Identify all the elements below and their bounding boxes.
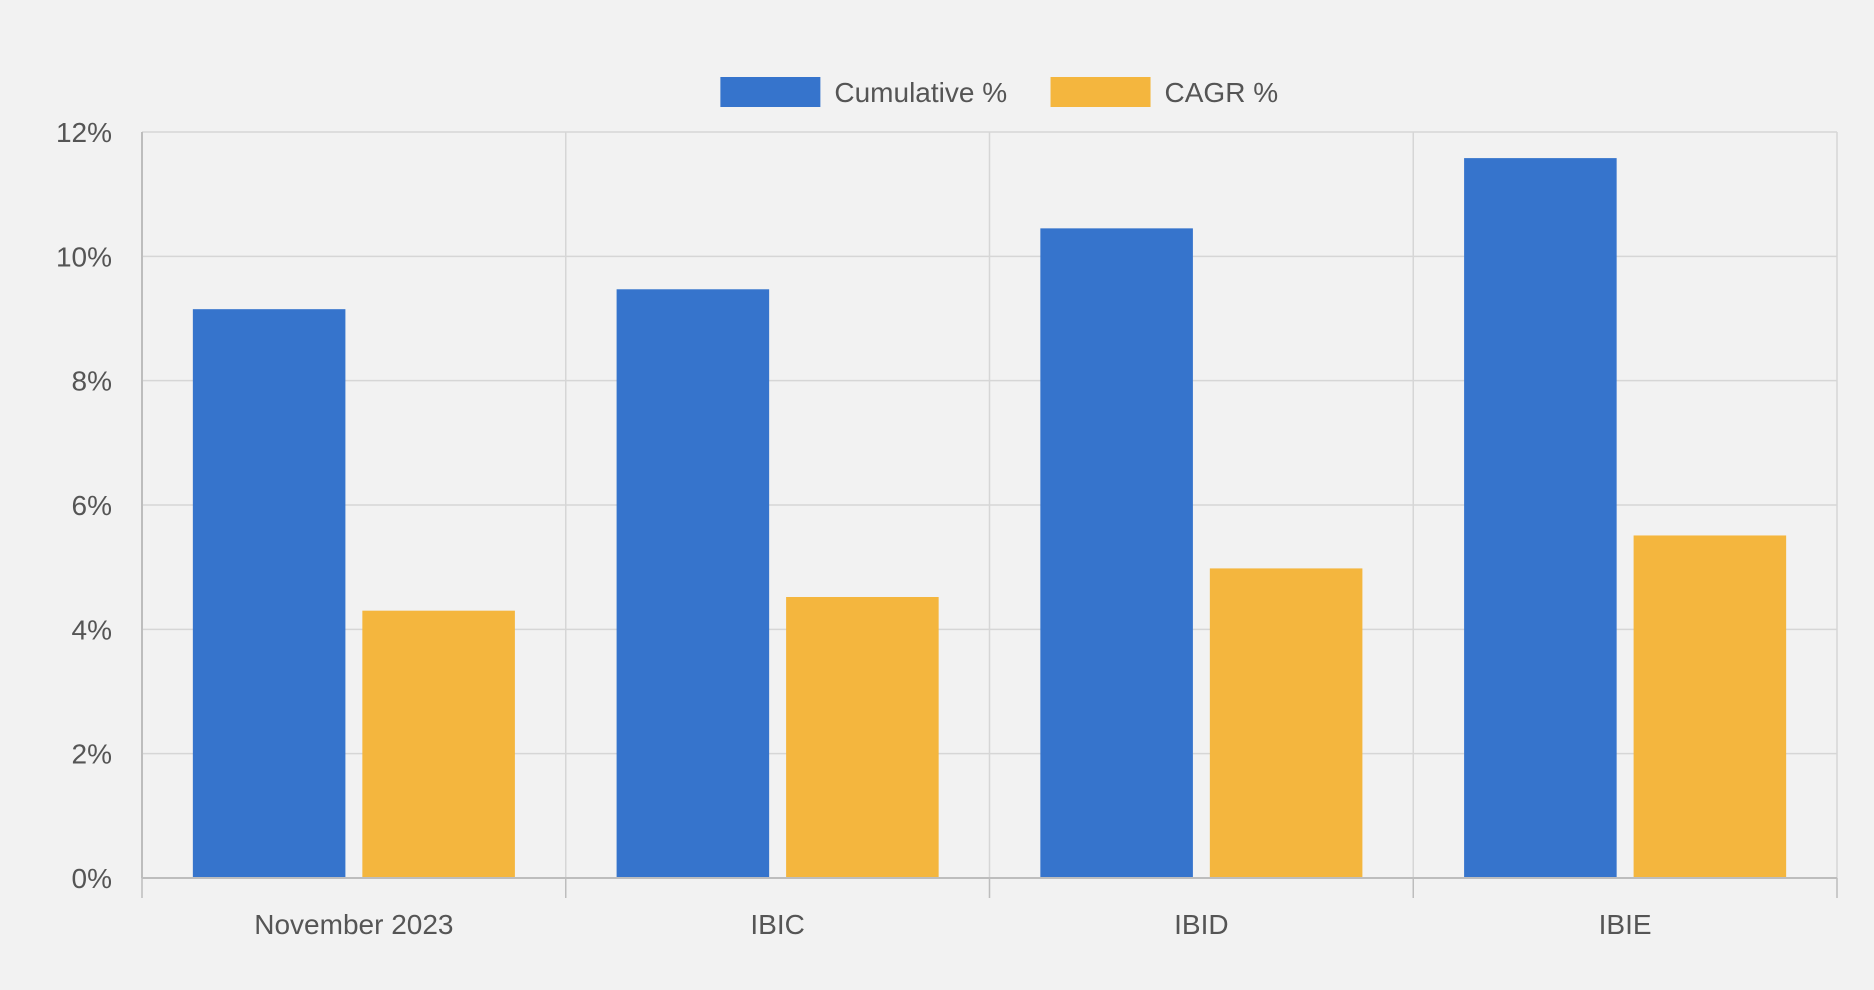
y-tick-label: 12% — [56, 117, 112, 148]
axes: 0% 2% 4% 6% 8% 10% 12% November 2023 IBIC IBID IBI… — [56, 117, 1838, 940]
x-tick-label: IBIE — [1599, 909, 1652, 940]
legend-label: CAGR % — [1165, 77, 1279, 108]
bar-cumulative[interactable] — [1464, 158, 1617, 879]
y-tick-label: 8% — [72, 366, 112, 397]
bar-cagr[interactable] — [1633, 535, 1787, 878]
legend-label: Cumulative % — [834, 77, 1007, 108]
y-tick-label: 0% — [72, 863, 112, 894]
y-tick-label: 6% — [72, 490, 112, 521]
bar-cagr[interactable] — [362, 610, 515, 878]
y-tick-label: 10% — [56, 241, 112, 272]
y-tick-label: 4% — [72, 614, 112, 645]
x-tick-label: November 2023 — [254, 909, 453, 940]
bar-cumulative[interactable] — [192, 309, 346, 878]
bar-cagr[interactable] — [1209, 568, 1363, 878]
bar-cagr[interactable] — [786, 597, 939, 878]
legend-swatch — [720, 77, 821, 107]
y-tick-label: 2% — [72, 739, 112, 770]
legend-item-cumulative[interactable]: Cumulative % — [720, 77, 1007, 108]
legend: Cumulative % CAGR % — [720, 77, 1278, 108]
bars — [192, 158, 1787, 879]
legend-item-cagr[interactable]: CAGR % — [1050, 77, 1279, 108]
bar-cumulative[interactable] — [1040, 228, 1193, 878]
x-tick-label: IBID — [1174, 909, 1228, 940]
legend-swatch — [1050, 77, 1151, 107]
bar-cumulative[interactable] — [616, 289, 770, 878]
x-tick-label: IBIC — [750, 909, 804, 940]
